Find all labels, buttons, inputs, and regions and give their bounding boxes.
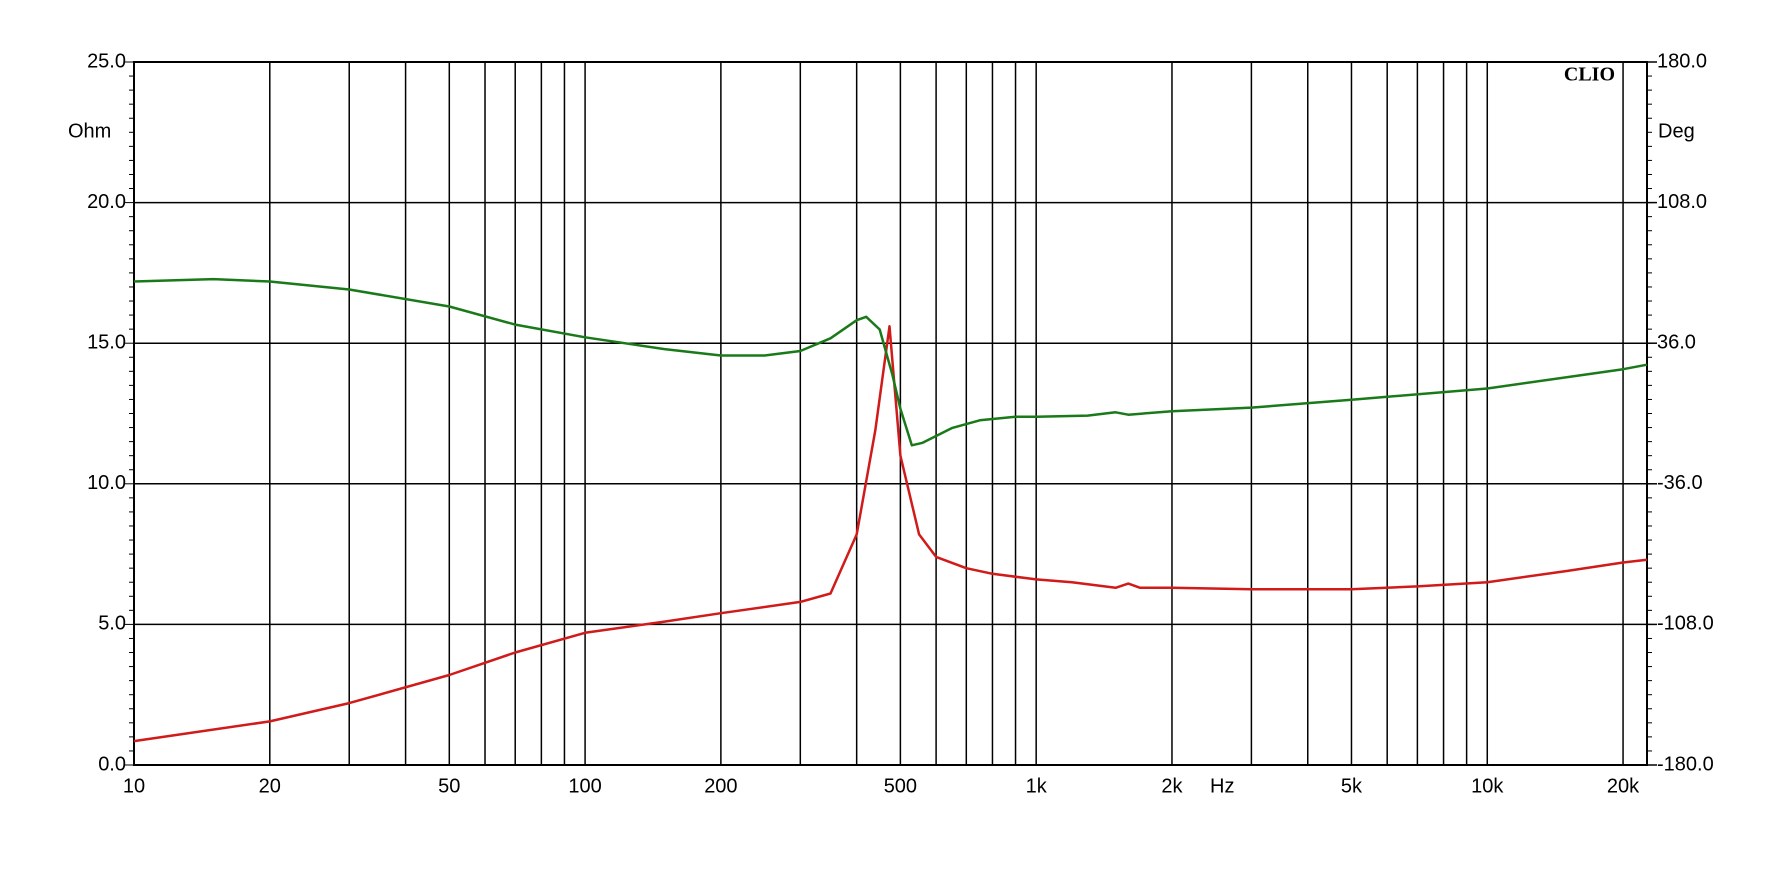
- y-axis-label: Ohm: [68, 120, 111, 142]
- y2-axis-label: Deg: [1658, 120, 1695, 142]
- x-tick-label: 10k: [1471, 775, 1504, 797]
- x-tick-label: 10: [123, 775, 145, 797]
- x-tick-label: 1k: [1026, 775, 1048, 797]
- y2-tick-label: -180.0: [1657, 753, 1714, 775]
- x-tick-label: 500: [884, 775, 917, 797]
- y2-tick-label: 108.0: [1657, 191, 1707, 213]
- plot-frame: [133, 61, 1648, 766]
- x-tick-label: 50: [438, 775, 460, 797]
- y-tick-label: 10.0: [87, 472, 126, 494]
- x-tick-label: 100: [568, 775, 601, 797]
- y-tick-label: 0.0: [98, 753, 126, 775]
- series-line: [133, 277, 1648, 447]
- y2-tick-label: -36.0: [1657, 472, 1703, 494]
- x-tick-label: 5k: [1341, 775, 1363, 797]
- x-tick-label: 2k: [1161, 775, 1183, 797]
- x-axis-label: Hz: [1210, 775, 1234, 797]
- y2-tick-label: 36.0: [1657, 331, 1696, 353]
- y-tick-label: 5.0: [98, 613, 126, 635]
- y2-tick-label: -108.0: [1657, 613, 1714, 635]
- x-tick-label: 20k: [1607, 775, 1640, 797]
- x-tick-label: 200: [704, 775, 737, 797]
- annotation: CLIO: [1564, 64, 1615, 86]
- y-tick-label: 20.0: [87, 191, 126, 213]
- y-tick-label: 15.0: [87, 331, 126, 353]
- y-tick-label: 25.0: [87, 50, 126, 72]
- series-line: [133, 325, 1648, 743]
- y2-tick-label: 180.0: [1657, 50, 1707, 72]
- x-tick-label: 20: [259, 775, 281, 797]
